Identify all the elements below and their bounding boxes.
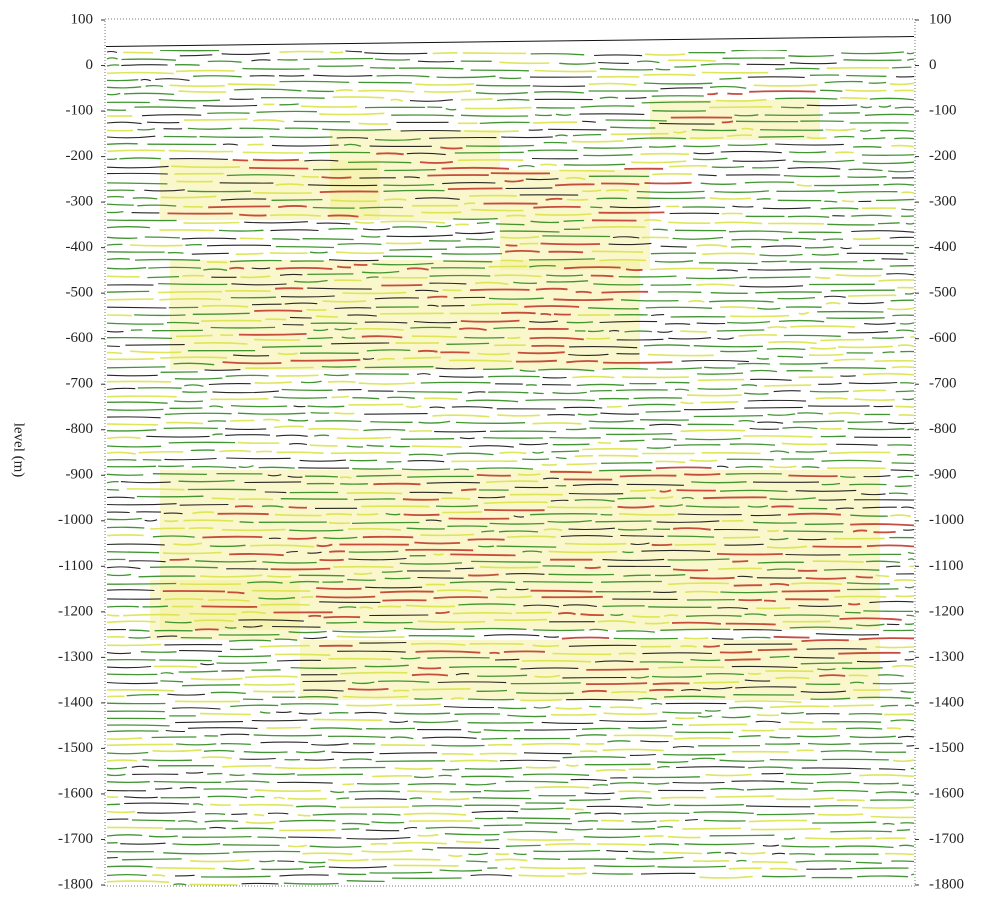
y-tick-label: -1700	[58, 831, 93, 847]
y2-tick-label: -700	[929, 376, 957, 392]
y-tick-label: -1600	[58, 785, 93, 801]
y-axis-label: level (m)	[11, 423, 27, 478]
y-tick-label: -1400	[58, 694, 93, 710]
reflector-traces	[106, 38, 914, 885]
y-tick-label: -800	[66, 421, 94, 437]
reflector-traces	[106, 38, 914, 886]
y2-tick-label: -1300	[929, 649, 964, 665]
y2-tick-label: -1400	[929, 694, 964, 710]
y-tick-label: -1000	[58, 512, 93, 528]
y2-tick-label: -1100	[929, 558, 963, 574]
y2-tick-label: -1500	[929, 740, 964, 756]
y2-tick-label: -900	[929, 467, 957, 483]
y-tick-label: -400	[66, 239, 94, 255]
y2-tick-label: -400	[929, 239, 957, 255]
y-tick-label: -300	[66, 194, 94, 210]
seismic-image	[106, 20, 914, 886]
sky-mask	[106, 20, 914, 46]
y-tick-label: -900	[66, 467, 94, 483]
plot-frame	[104, 18, 916, 887]
y-tick-label: -1100	[59, 558, 93, 574]
y-tick-label: -600	[66, 330, 94, 346]
y-tick-label: -1200	[58, 603, 93, 619]
y2-tick-label: 100	[929, 11, 952, 27]
y-tick-label: -700	[66, 376, 94, 392]
y-tick-label: -1800	[58, 876, 93, 892]
reflector-traces	[162, 90, 914, 693]
amplitude-patch	[650, 100, 820, 140]
y2-tick-label: -1800	[929, 876, 964, 892]
y2-tick-label: -100	[929, 102, 957, 118]
y2-tick-label: -1200	[929, 603, 964, 619]
y2-tick-label: -500	[929, 285, 957, 301]
reflector-traces	[106, 45, 914, 886]
y2-tick-label: -1700	[929, 831, 964, 847]
y2-tick-label: -200	[929, 148, 957, 164]
y-tick-label: -1500	[58, 740, 93, 756]
y-tick-label: 0	[86, 57, 94, 73]
y2-tick-label: -1600	[929, 785, 964, 801]
y2-tick-label: -300	[929, 194, 957, 210]
y2-tick-label: -600	[929, 330, 957, 346]
y-tick-label: -100	[66, 102, 94, 118]
y-tick-label: -1300	[58, 649, 93, 665]
y-tick-label: 100	[71, 11, 94, 27]
y2-tick-label: -800	[929, 421, 957, 437]
y2-tick-label: -1000	[929, 512, 964, 528]
y2-tick-label: 0	[929, 57, 937, 73]
y-tick-label: -200	[66, 148, 94, 164]
y-tick-label: -500	[66, 285, 94, 301]
